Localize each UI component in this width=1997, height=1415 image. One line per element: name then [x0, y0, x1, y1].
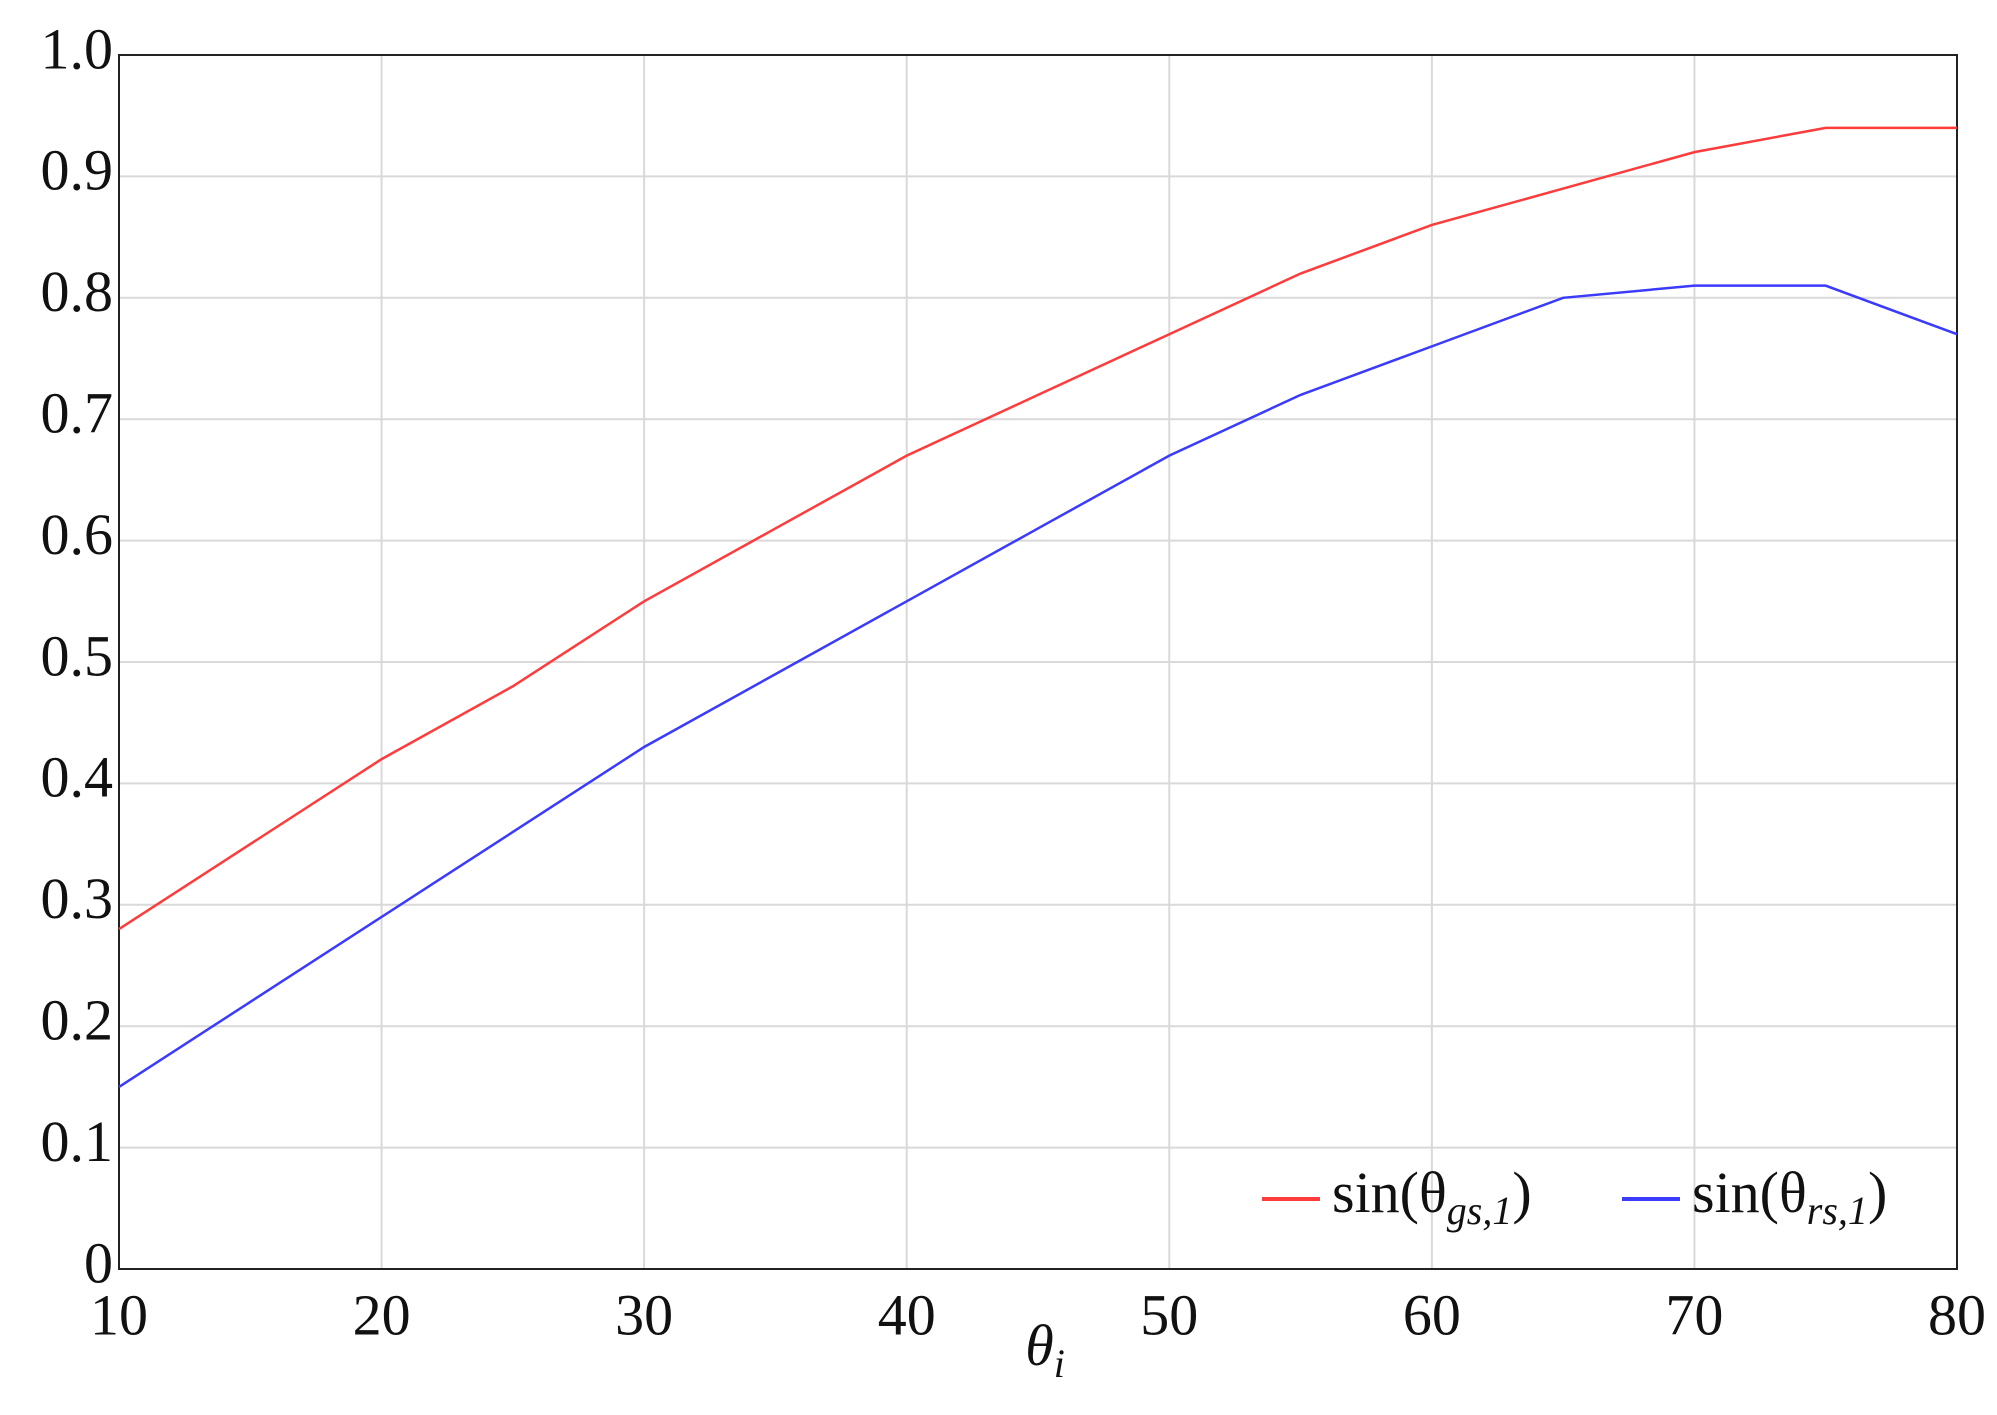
x-tick-label: 40	[878, 1282, 936, 1347]
y-tick-label: 0	[84, 1230, 113, 1295]
x-tick-label: 50	[1140, 1282, 1198, 1347]
y-tick-label: 0.6	[41, 502, 114, 567]
plot-frame	[118, 54, 1958, 1270]
y-tick-label: 0.1	[41, 1109, 114, 1174]
x-axis-label: θi	[1025, 1313, 1065, 1386]
y-tick-label: 1.0	[41, 16, 114, 81]
x-tick-label: 60	[1403, 1282, 1461, 1347]
data-line	[118, 126, 1957, 931]
x-tick-label: 10	[90, 1282, 148, 1347]
x-tick-label: 80	[1928, 1282, 1986, 1347]
legend-label: sin(θrs,1)	[1692, 1160, 1887, 1233]
y-tick-label: 0.7	[41, 381, 114, 446]
y-tick-label: 0.5	[41, 623, 114, 688]
x-tick-label: 30	[615, 1282, 673, 1347]
y-tick-label: 0.3	[41, 866, 114, 931]
y-tick-label: 0.8	[41, 259, 114, 324]
legend-label: sin(θgs,1)	[1332, 1160, 1532, 1233]
y-tick-label: 0.4	[41, 745, 114, 810]
data-line	[118, 284, 1958, 1088]
y-tick-label: 0.2	[41, 988, 114, 1053]
y-tick-label: 0.9	[41, 138, 114, 203]
x-tick-label: 20	[353, 1282, 411, 1347]
x-tick-label: 70	[1665, 1282, 1723, 1347]
